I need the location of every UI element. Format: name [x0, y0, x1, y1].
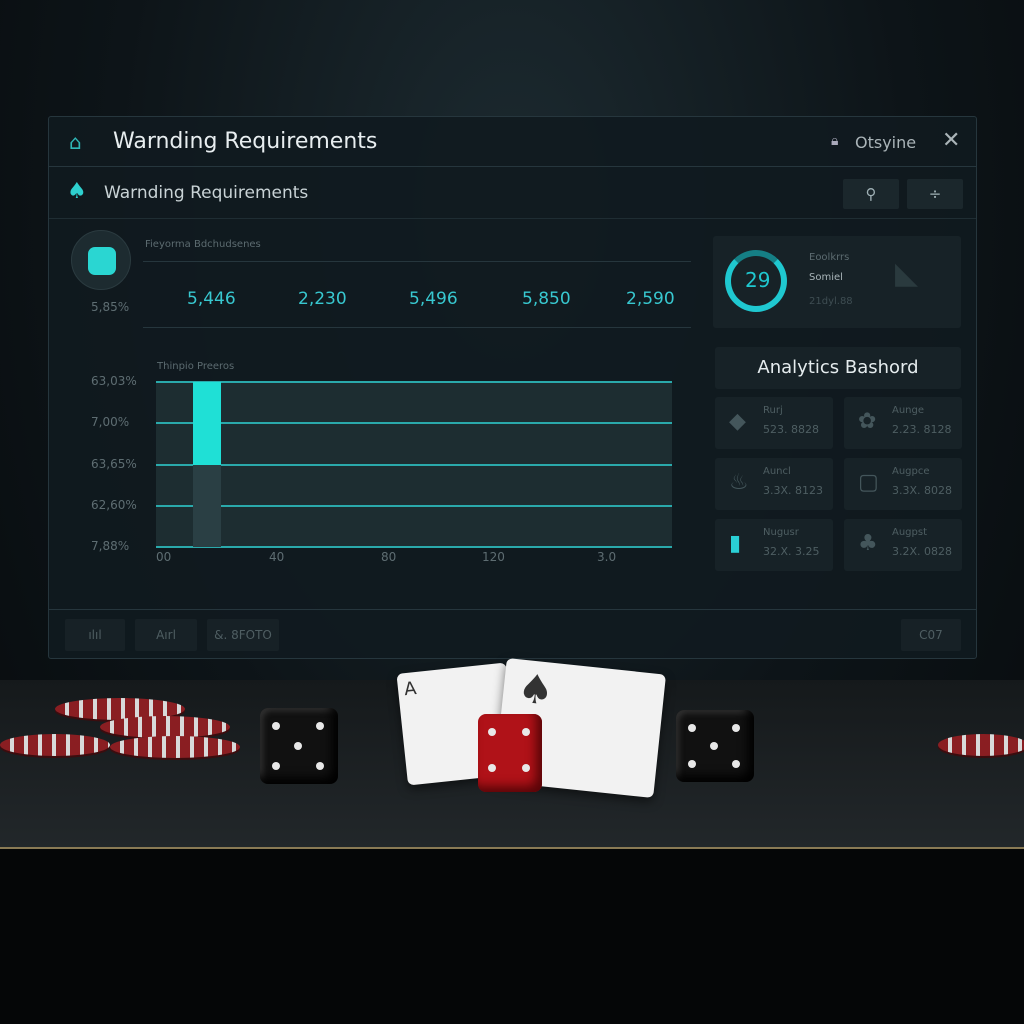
window-title: Warnding Requirements	[113, 129, 378, 154]
bar-chart-icon: ▮	[729, 531, 742, 556]
analytics-title: Analytics Bashord	[715, 347, 961, 389]
y-tick-label: 63,03%	[91, 374, 137, 388]
poker-chip	[100, 716, 230, 738]
kpi-value: 2,590	[626, 289, 675, 309]
analytics-tile[interactable]: ▢ Augpce 3.3X. 8028	[844, 458, 962, 510]
sub-header: ♠ Warnding Requirements ⚲ ÷	[49, 167, 976, 219]
tile-value: 3.2X. 0828	[892, 545, 953, 558]
chart-title: Thinpio Preeros	[157, 361, 235, 372]
x-tick-label: 40	[269, 550, 285, 564]
footer-button[interactable]: ılıl	[65, 619, 125, 651]
poker-chip	[55, 698, 185, 720]
footer-right-button[interactable]: C07	[901, 619, 961, 651]
poker-chip	[938, 734, 1024, 756]
x-tick-label: 3.0	[597, 550, 617, 564]
lock-icon: 🔒︎	[831, 133, 839, 149]
kpi-side-value: 5,85%	[91, 300, 130, 314]
tile-label: Augpst	[892, 527, 928, 538]
analytics-tile[interactable]: ♣ Augpst 3.2X. 0828	[844, 519, 962, 571]
gridline	[156, 546, 672, 548]
gauge-label: Eoolkrrs	[809, 252, 850, 263]
tile-value: 32.X. 3.25	[763, 545, 820, 558]
x-tick-label: 120	[482, 550, 505, 564]
table-edge	[0, 847, 1024, 849]
y-tick-label: 62,60%	[91, 497, 137, 512]
tile-label: Rurj	[763, 405, 783, 416]
kpi-value: 2,230	[298, 289, 347, 309]
search-icon: ⚲	[865, 185, 877, 203]
frame-icon: ▢	[858, 470, 879, 495]
kpi-value: 5,496	[409, 289, 458, 309]
tile-label: Aunge	[892, 405, 925, 416]
title-bar: ⌂ Warnding Requirements 🔒︎ Otsyine ✕	[49, 117, 976, 167]
analytics-tile[interactable]: ◆ Rurj 523. 8828	[715, 397, 833, 449]
chip-icon: ✿	[858, 409, 877, 434]
x-tick-label: 80	[381, 550, 397, 564]
shape-icon: ◣	[895, 256, 919, 291]
tile-label: Nugusr	[763, 527, 799, 538]
tile-value: 2.23. 8128	[892, 423, 952, 436]
tile-label: Auncl	[763, 466, 791, 477]
section-title: Warnding Requirements	[104, 183, 309, 203]
analytics-tile[interactable]: ✿ Aunge 2.23. 8128	[844, 397, 962, 449]
search-button[interactable]: ⚲	[843, 179, 899, 209]
divide-icon: ÷	[928, 185, 942, 203]
dashboard-window: ⌂ Warnding Requirements 🔒︎ Otsyine ✕ ♠ W…	[48, 116, 977, 659]
gauge-ring	[725, 250, 787, 312]
gridline	[156, 463, 672, 466]
footer-button[interactable]: &. 8FOTO	[207, 619, 279, 651]
spade-icon: ♠	[67, 179, 87, 204]
home-icon[interactable]: ⌂	[69, 130, 82, 154]
kpi-value: 5,446	[187, 289, 236, 309]
gauge-value: 29	[745, 268, 771, 292]
analytics-tile[interactable]: ▮ Nugusr 32.X. 3.25	[715, 519, 833, 571]
tag-icon: ◆	[729, 409, 746, 434]
gridline	[156, 422, 672, 425]
club-icon: ♣	[858, 531, 878, 556]
tile-value: 3.3X. 8123	[763, 484, 824, 497]
x-tick-label: 00	[156, 550, 172, 564]
gauge-label: 21dyl.88	[809, 296, 853, 307]
dice-avatar	[71, 230, 131, 290]
gridline	[156, 504, 672, 507]
y-tick-label: 7,88%	[91, 539, 130, 553]
tile-value: 523. 8828	[763, 423, 819, 436]
lotus-icon: ♨	[729, 470, 749, 495]
y-tick-label: 7,00%	[91, 415, 130, 430]
kpi-value: 5,850	[522, 289, 571, 309]
red-die	[478, 714, 542, 792]
kpi-label: Fieyorma Bdchudsenes	[145, 239, 261, 250]
close-icon[interactable]: ✕	[942, 128, 961, 153]
gridline	[156, 381, 672, 383]
black-die	[260, 708, 338, 784]
gauge-card: 29 Eoolkrrs Somiel 21dyl.88 ◣	[713, 236, 961, 328]
poker-chip	[0, 734, 110, 756]
divide-button[interactable]: ÷	[907, 179, 963, 209]
black-die	[676, 710, 754, 782]
user-name[interactable]: Otsyine	[855, 133, 917, 152]
chart-plot	[156, 381, 672, 548]
analytics-tile[interactable]: ♨ Auncl 3.3X. 8123	[715, 458, 833, 510]
dice-icon	[88, 247, 116, 275]
tile-value: 3.3X. 8028	[892, 484, 953, 497]
bar	[193, 382, 221, 465]
poker-chip	[110, 736, 240, 758]
tile-label: Augpce	[892, 466, 930, 477]
footer-button[interactable]: Aırl	[135, 619, 197, 651]
y-tick-label: 63,65%	[91, 456, 137, 471]
gauge-label: Somiel	[809, 272, 843, 283]
